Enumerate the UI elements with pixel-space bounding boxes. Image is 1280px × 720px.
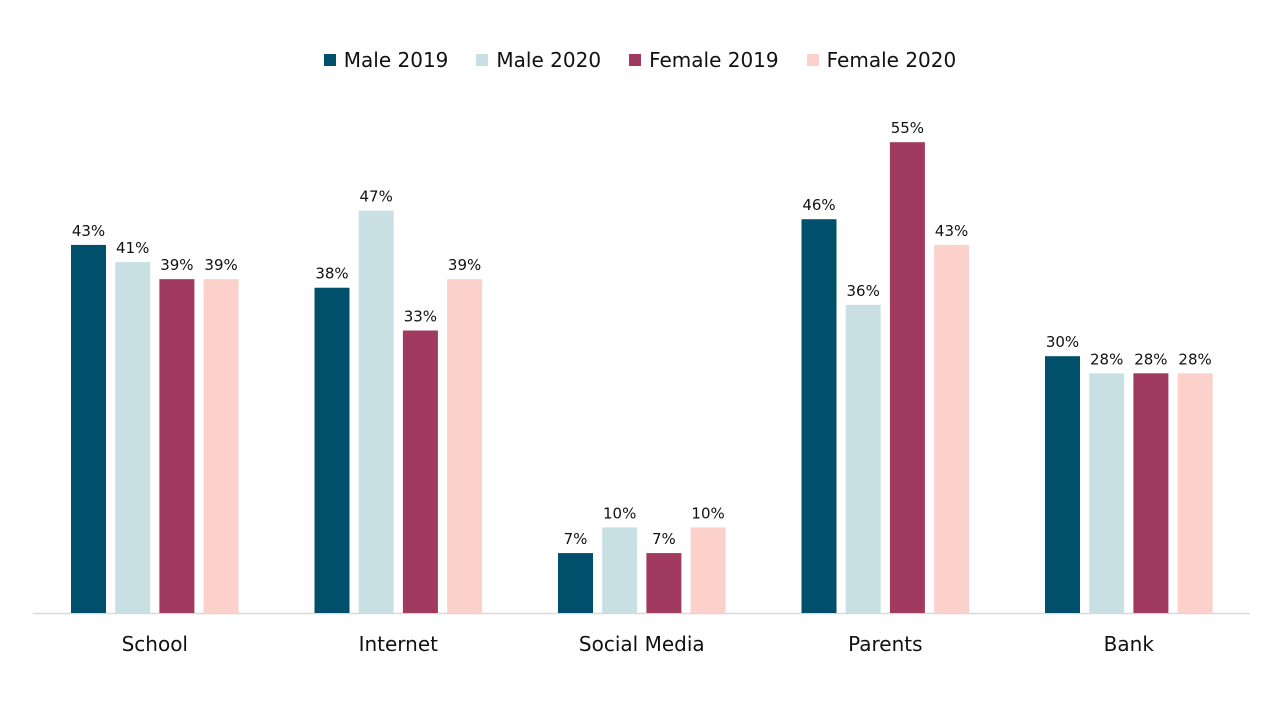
legend-label: Female 2020 [826, 48, 957, 72]
bar [358, 210, 394, 613]
data-label: 10% [691, 504, 724, 522]
legend-item: Female 2020 [806, 48, 957, 72]
bar [115, 262, 151, 613]
bar [1045, 356, 1080, 613]
data-label: 39% [160, 256, 193, 274]
legend-item: Male 2019 [323, 48, 449, 72]
bar [447, 279, 483, 613]
bar [1177, 373, 1213, 613]
bar [159, 279, 195, 613]
data-label: 38% [315, 265, 348, 283]
data-label: 47% [360, 188, 393, 206]
data-label: 43% [72, 222, 105, 240]
x-tick-label: Social Media [579, 632, 705, 656]
data-label: 7% [652, 530, 676, 548]
x-tick-label: Bank [1104, 632, 1155, 656]
bar [801, 219, 837, 614]
bar [1133, 373, 1169, 613]
bar [203, 279, 239, 613]
data-label: 39% [448, 256, 481, 274]
bar [845, 304, 881, 613]
x-tick-label: Parents [848, 632, 922, 656]
data-label: 7% [564, 530, 588, 548]
data-label: 46% [802, 196, 835, 214]
bar [934, 244, 970, 614]
data-label: 30% [1046, 333, 1079, 351]
x-tick-label: Internet [359, 632, 439, 656]
legend-item: Male 2020 [476, 48, 601, 72]
data-label: 39% [204, 256, 237, 274]
data-label: 28% [1178, 350, 1211, 368]
data-label: 10% [603, 504, 636, 522]
legend-swatch [629, 54, 642, 66]
data-label: 36% [847, 282, 880, 300]
bar [646, 553, 682, 613]
data-label: 33% [404, 308, 437, 326]
bar [402, 330, 438, 613]
data-label: 28% [1090, 350, 1123, 368]
legend-label: Female 2019 [649, 48, 779, 72]
data-label: 28% [1134, 350, 1167, 368]
bar [602, 527, 638, 613]
legend-item: Female 2019 [629, 48, 779, 72]
bar [690, 527, 726, 613]
data-label: 43% [935, 222, 968, 240]
x-tick-label: School [122, 632, 188, 656]
legend-swatch [806, 54, 819, 66]
bar [889, 142, 925, 613]
bar [71, 244, 106, 614]
data-label: 41% [116, 239, 149, 257]
bar [558, 553, 593, 613]
bar [1089, 373, 1125, 613]
bar [314, 287, 350, 613]
legend-swatch [323, 54, 336, 66]
legend-label: Male 2019 [343, 48, 449, 72]
legend-swatch [476, 54, 489, 66]
data-label: 55% [891, 119, 924, 137]
legend: Male 2019 Male 2020 Female 2019 Female 2020 [0, 48, 1280, 72]
legend-label: Male 2020 [496, 48, 602, 72]
